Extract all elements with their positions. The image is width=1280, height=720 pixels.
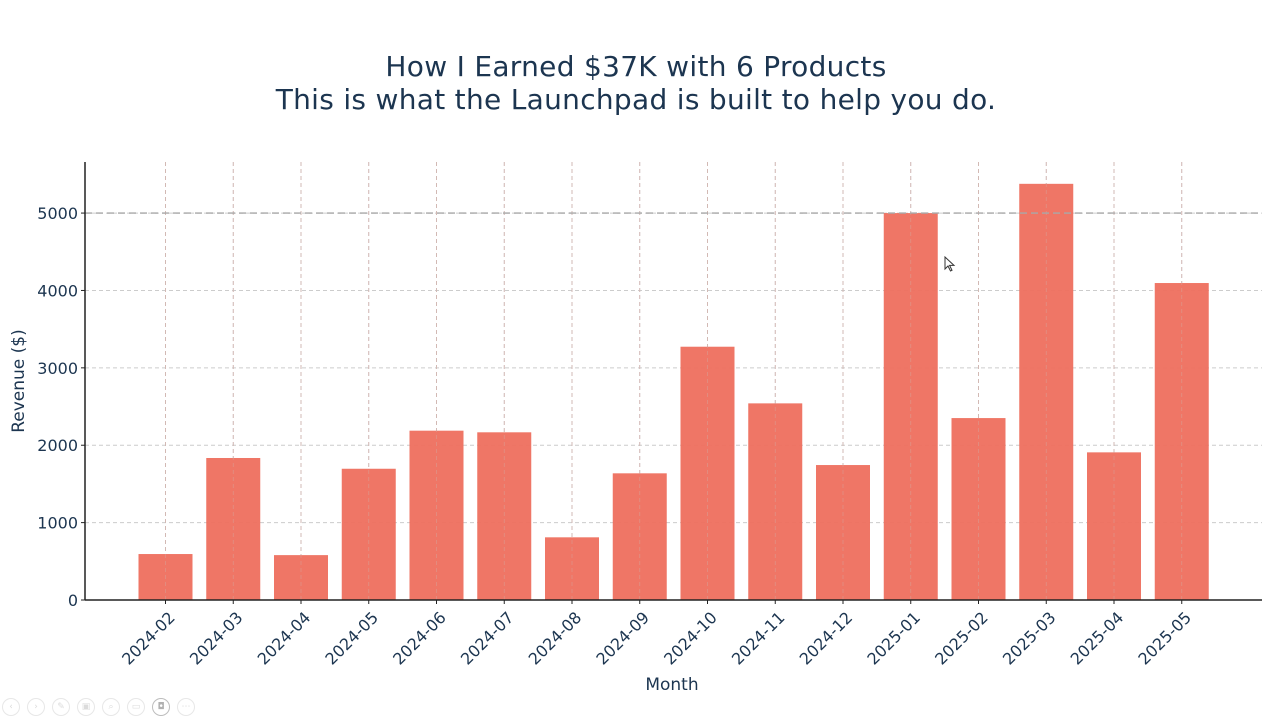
grid-lines xyxy=(85,162,1262,600)
x-tick-label: 2024-06 xyxy=(389,608,450,669)
x-tick-label: 2024-12 xyxy=(796,608,857,669)
presentation-toolbar: ‹ › ✎ ▣ ⌕ ▭ ◘ ⋯ xyxy=(2,698,195,716)
x-tick-label: 2024-03 xyxy=(186,608,247,669)
x-tick-label: 2025-05 xyxy=(1134,608,1195,669)
y-tick-label: 3000 xyxy=(37,359,78,378)
x-tick-label: 2024-10 xyxy=(660,608,721,669)
y-tick-label: 0 xyxy=(68,591,78,610)
y-axis-ticks: 0 1000 2000 3000 4000 5000 xyxy=(37,204,85,610)
chart-title: How I Earned $37K with 6 Products This i… xyxy=(0,50,1272,116)
x-tick-label: 2024-09 xyxy=(592,608,653,669)
x-axis-ticks: 2024-02 2024-03 2024-04 2024-05 2024-06 2024-… xyxy=(118,600,1195,669)
subtitles-icon[interactable]: ▭ xyxy=(127,698,145,716)
x-tick-label: 2024-05 xyxy=(321,608,382,669)
y-axis-label: Revenue ($) xyxy=(9,329,29,433)
bars xyxy=(138,162,1209,600)
x-tick-label: 2025-03 xyxy=(999,608,1060,669)
x-tick-label: 2024-04 xyxy=(254,608,315,669)
x-tick-label: 2025-01 xyxy=(863,608,924,669)
y-tick-label: 5000 xyxy=(37,204,78,223)
more-icon[interactable]: ⋯ xyxy=(177,698,195,716)
chart-title-line2: This is what the Launchpad is built to h… xyxy=(275,83,997,116)
bar-2024-07 xyxy=(477,432,532,600)
x-tick-label: 2024-08 xyxy=(525,608,586,669)
camera-icon[interactable]: ◘ xyxy=(152,698,170,716)
next-icon[interactable]: › xyxy=(27,698,45,716)
previous-icon[interactable]: ‹ xyxy=(2,698,20,716)
chart-title-line1: How I Earned $37K with 6 Products xyxy=(385,50,887,83)
y-tick-label: 4000 xyxy=(37,281,78,300)
x-axis-label: Month xyxy=(645,675,698,695)
zoom-icon[interactable]: ⌕ xyxy=(102,698,120,716)
x-tick-label: 2025-04 xyxy=(1067,608,1128,669)
x-tick-label: 2025-02 xyxy=(931,608,992,669)
y-tick-label: 2000 xyxy=(37,436,78,455)
x-tick-label: 2024-07 xyxy=(457,608,518,669)
y-tick-label: 1000 xyxy=(37,514,78,533)
axes xyxy=(84,162,1262,601)
slides-icon[interactable]: ▣ xyxy=(77,698,95,716)
x-tick-label: 2024-02 xyxy=(118,608,179,669)
pen-icon[interactable]: ✎ xyxy=(52,698,70,716)
x-tick-label: 2024-11 xyxy=(728,608,789,669)
